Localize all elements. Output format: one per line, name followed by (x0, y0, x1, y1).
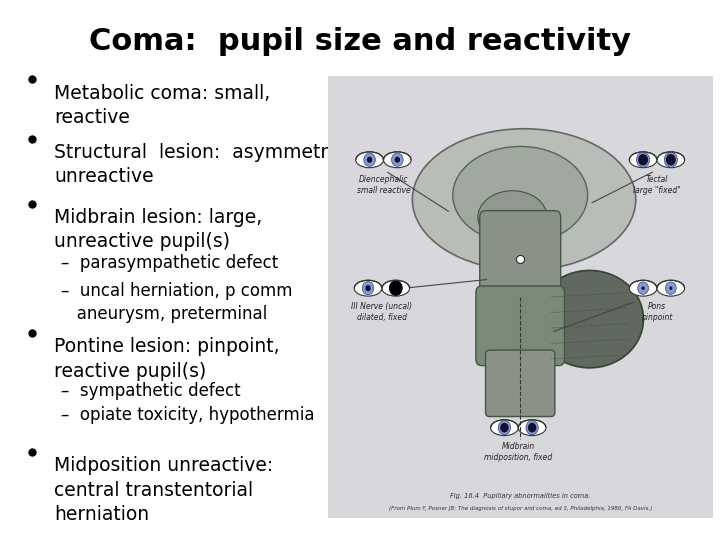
Circle shape (665, 282, 676, 294)
Circle shape (390, 281, 402, 296)
Circle shape (395, 157, 400, 163)
Text: Structural  lesion:  asymmetric,
unreactive: Structural lesion: asymmetric, unreactiv… (54, 143, 350, 186)
Circle shape (367, 157, 372, 163)
Ellipse shape (382, 280, 410, 296)
Ellipse shape (478, 191, 547, 244)
Circle shape (365, 285, 371, 291)
Text: midposition, fixed: midposition, fixed (484, 453, 552, 462)
Ellipse shape (657, 280, 685, 296)
Ellipse shape (354, 280, 382, 296)
Text: Metabolic coma: small,
reactive: Metabolic coma: small, reactive (54, 84, 270, 127)
Text: small reactive: small reactive (356, 186, 410, 195)
Circle shape (362, 281, 374, 295)
Text: Midposition unreactive:
central transtentorial
herniation: Midposition unreactive: central transten… (54, 456, 274, 524)
Circle shape (498, 421, 510, 435)
Text: Fig. 16.4  Pupillary abnormalities in coma.: Fig. 16.4 Pupillary abnormalities in com… (450, 494, 590, 500)
Text: large "fixed": large "fixed" (633, 186, 681, 195)
Ellipse shape (490, 420, 518, 436)
Ellipse shape (453, 146, 588, 244)
Ellipse shape (629, 280, 657, 296)
Circle shape (665, 152, 678, 167)
FancyBboxPatch shape (485, 350, 555, 416)
Ellipse shape (536, 271, 644, 368)
Circle shape (390, 281, 402, 296)
Ellipse shape (356, 152, 384, 168)
Circle shape (670, 286, 672, 290)
Circle shape (642, 286, 644, 290)
Circle shape (392, 153, 403, 166)
Circle shape (364, 153, 375, 166)
Ellipse shape (657, 152, 685, 168)
Ellipse shape (384, 152, 411, 168)
Ellipse shape (518, 420, 546, 436)
Circle shape (526, 421, 539, 435)
Text: –  opiate toxicity, hypothermia: – opiate toxicity, hypothermia (61, 406, 315, 424)
Text: (From Plum F, Posner JB: The diagnosis of stupor and coma, ed 3, Philadelphia, 1: (From Plum F, Posner JB: The diagnosis o… (389, 507, 652, 511)
FancyBboxPatch shape (476, 286, 564, 366)
Text: –  parasympathetic defect: – parasympathetic defect (61, 254, 279, 272)
Text: Pontine lesion: pinpoint,
reactive pupil(s): Pontine lesion: pinpoint, reactive pupil… (54, 338, 279, 381)
Circle shape (666, 154, 676, 165)
Text: Midbrain: Midbrain (502, 442, 535, 451)
Ellipse shape (629, 152, 657, 168)
Ellipse shape (413, 129, 636, 271)
Text: III Nerve (uncal): III Nerve (uncal) (351, 302, 412, 312)
Text: Tectal: Tectal (646, 175, 668, 184)
Text: dilated, fixed: dilated, fixed (356, 313, 407, 322)
Text: pinpoint: pinpoint (642, 313, 672, 322)
Text: Midbrain lesion: large,
unreactive pupil(s): Midbrain lesion: large, unreactive pupil… (54, 208, 262, 251)
Circle shape (500, 423, 508, 433)
Circle shape (638, 282, 649, 294)
Text: Diencephalic: Diencephalic (359, 175, 408, 184)
Text: Coma:  pupil size and reactivity: Coma: pupil size and reactivity (89, 27, 631, 56)
Circle shape (636, 152, 649, 167)
Circle shape (638, 154, 648, 165)
Text: –  sympathetic defect: – sympathetic defect (61, 382, 240, 400)
FancyBboxPatch shape (480, 211, 561, 303)
Circle shape (528, 423, 536, 433)
Text: Pons: Pons (648, 302, 666, 312)
Text: –  uncal herniation, p comm
   aneurysm, preterminal: – uncal herniation, p comm aneurysm, pre… (61, 282, 293, 323)
